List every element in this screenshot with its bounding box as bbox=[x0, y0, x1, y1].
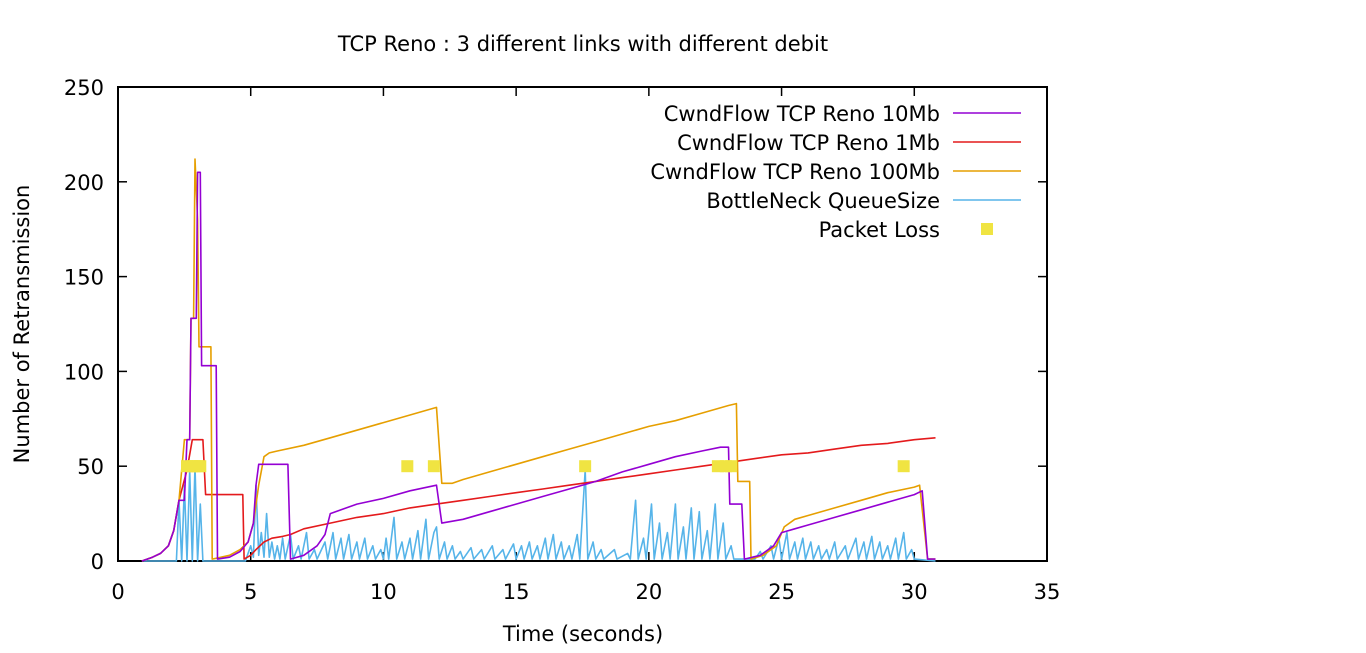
y-axis-label: Number of Retransmission bbox=[10, 185, 34, 464]
packet-loss-point bbox=[579, 460, 592, 473]
x-tick-label: 5 bbox=[244, 580, 257, 604]
packet-loss-point bbox=[725, 460, 738, 473]
y-tick-label: 100 bbox=[64, 360, 104, 384]
y-tick-label: 0 bbox=[91, 550, 104, 574]
series-line-bottleneck-queuesize bbox=[141, 465, 936, 562]
packet-loss-point bbox=[401, 460, 414, 473]
series-line-cwndflow-tcp-reno-10mb bbox=[141, 171, 936, 562]
legend-label: CwndFlow TCP Reno 10Mb bbox=[664, 102, 940, 126]
x-tick-label: 20 bbox=[635, 580, 662, 604]
plot-area bbox=[141, 158, 936, 562]
packet-loss-point bbox=[427, 460, 440, 473]
packet-loss-point bbox=[194, 460, 207, 473]
x-tick-label: 25 bbox=[768, 580, 795, 604]
legend-swatch bbox=[981, 223, 993, 235]
axis-ticks: 0 5 10 15 20 25 30 35 0 50 100 150 200 250 bbox=[64, 76, 1060, 604]
x-tick-label: 15 bbox=[503, 580, 530, 604]
x-axis-label: Time (seconds) bbox=[502, 622, 663, 646]
y-tick-label: 150 bbox=[64, 266, 104, 290]
chart-title: TCP Reno : 3 different links with differ… bbox=[337, 32, 828, 56]
legend-label: BottleNeck QueueSize bbox=[706, 189, 940, 213]
legend-label: Packet Loss bbox=[819, 218, 940, 242]
y-tick-label: 50 bbox=[77, 455, 104, 479]
y-tick-label: 250 bbox=[64, 76, 104, 100]
legend-label: CwndFlow TCP Reno 100Mb bbox=[650, 160, 940, 184]
legend: CwndFlow TCP Reno 10Mb CwndFlow TCP Reno … bbox=[650, 102, 1021, 242]
x-tick-label: 35 bbox=[1034, 580, 1061, 604]
plot-frame bbox=[117, 86, 1048, 562]
y-tick-label: 200 bbox=[64, 171, 104, 195]
x-tick-label: 0 bbox=[111, 580, 124, 604]
series-line-cwndflow-tcp-reno-100mb bbox=[141, 158, 936, 562]
series-line-cwndflow-tcp-reno-1mb bbox=[141, 437, 936, 562]
packet-loss-point bbox=[897, 460, 910, 473]
legend-label: CwndFlow TCP Reno 1Mb bbox=[677, 131, 940, 155]
x-tick-label: 30 bbox=[901, 580, 928, 604]
x-tick-label: 10 bbox=[370, 580, 397, 604]
